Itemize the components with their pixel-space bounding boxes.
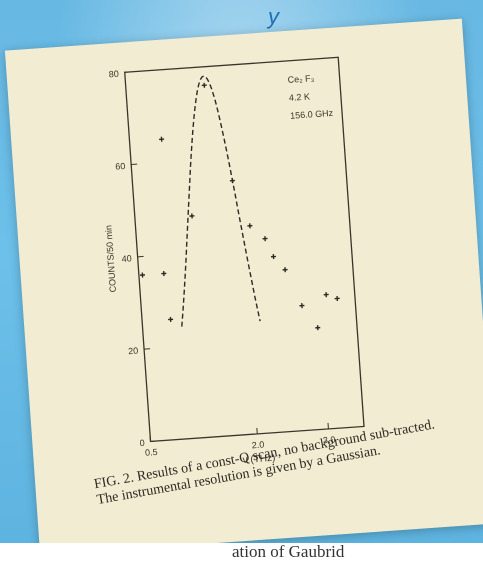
x-tick-label: 0.5 xyxy=(145,447,158,458)
data-point xyxy=(139,272,146,278)
y-tick-label: 0 xyxy=(139,438,145,448)
data-point xyxy=(323,292,329,298)
data-point xyxy=(201,82,207,88)
gaussian-fit-curve xyxy=(181,75,261,327)
data-point xyxy=(159,136,165,142)
legend-line: 4.2 K xyxy=(289,91,311,102)
x-axis-label: ν (THz) xyxy=(242,453,275,466)
data-point xyxy=(315,325,321,331)
data-point xyxy=(299,303,305,309)
data-point xyxy=(270,254,277,260)
y-tick-label: 80 xyxy=(108,69,119,80)
scatter-plot: 0 20 40 60 80 0.5 2.0 3.0 ν (THz) COUNTS/50 min Ce… xyxy=(103,56,365,466)
overlay-top-text: y xyxy=(268,4,279,29)
y-axis-label: COUNTS/50 min xyxy=(103,225,118,293)
scanned-figure: 0 20 40 60 80 0.5 2.0 3.0 ν (THz) COUNTS/50 min Ce… xyxy=(4,18,483,556)
x-tick-label: 3.0 xyxy=(323,434,336,445)
y-tick-label: 40 xyxy=(121,253,132,264)
data-point xyxy=(229,178,235,184)
data-point xyxy=(189,213,195,219)
data-point xyxy=(334,295,340,302)
data-point xyxy=(262,236,268,242)
legend-line: Ce₂ F₃ xyxy=(287,73,315,85)
x-tick-label: 2.0 xyxy=(251,439,264,450)
data-point xyxy=(282,267,288,273)
page-bottom-text: ation of Gaubrid xyxy=(232,542,345,561)
page-bottom-strip xyxy=(0,543,483,564)
data-point xyxy=(161,271,167,277)
y-tick-label: 20 xyxy=(128,346,139,357)
data-point xyxy=(168,316,174,322)
legend-line: 156.0 GHz xyxy=(290,108,334,121)
data-point xyxy=(247,223,253,229)
y-tick-label: 60 xyxy=(115,161,126,172)
